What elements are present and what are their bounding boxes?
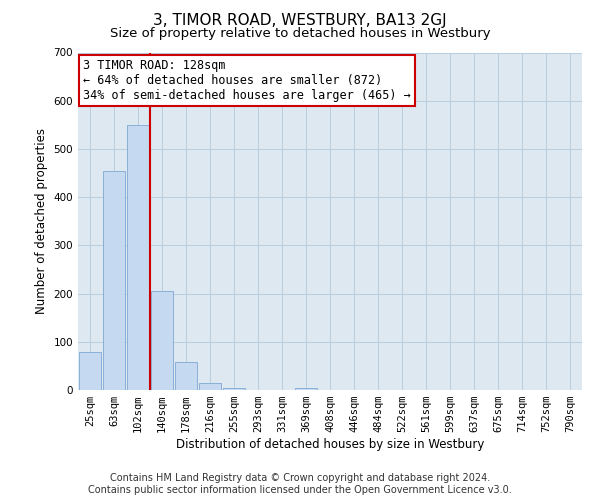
Bar	[79, 352, 101, 390]
Bar	[223, 388, 245, 390]
Bar	[175, 362, 197, 390]
Bar	[151, 291, 173, 390]
Text: Size of property relative to detached houses in Westbury: Size of property relative to detached ho…	[110, 28, 490, 40]
Bar	[103, 170, 125, 390]
Bar	[199, 383, 221, 390]
X-axis label: Distribution of detached houses by size in Westbury: Distribution of detached houses by size …	[176, 438, 484, 451]
Text: Contains HM Land Registry data © Crown copyright and database right 2024.
Contai: Contains HM Land Registry data © Crown c…	[88, 474, 512, 495]
Bar	[295, 388, 317, 390]
Text: 3, TIMOR ROAD, WESTBURY, BA13 2GJ: 3, TIMOR ROAD, WESTBURY, BA13 2GJ	[153, 12, 447, 28]
Text: 3 TIMOR ROAD: 128sqm
← 64% of detached houses are smaller (872)
34% of semi-deta: 3 TIMOR ROAD: 128sqm ← 64% of detached h…	[83, 59, 411, 102]
Bar	[127, 125, 149, 390]
Y-axis label: Number of detached properties: Number of detached properties	[35, 128, 48, 314]
